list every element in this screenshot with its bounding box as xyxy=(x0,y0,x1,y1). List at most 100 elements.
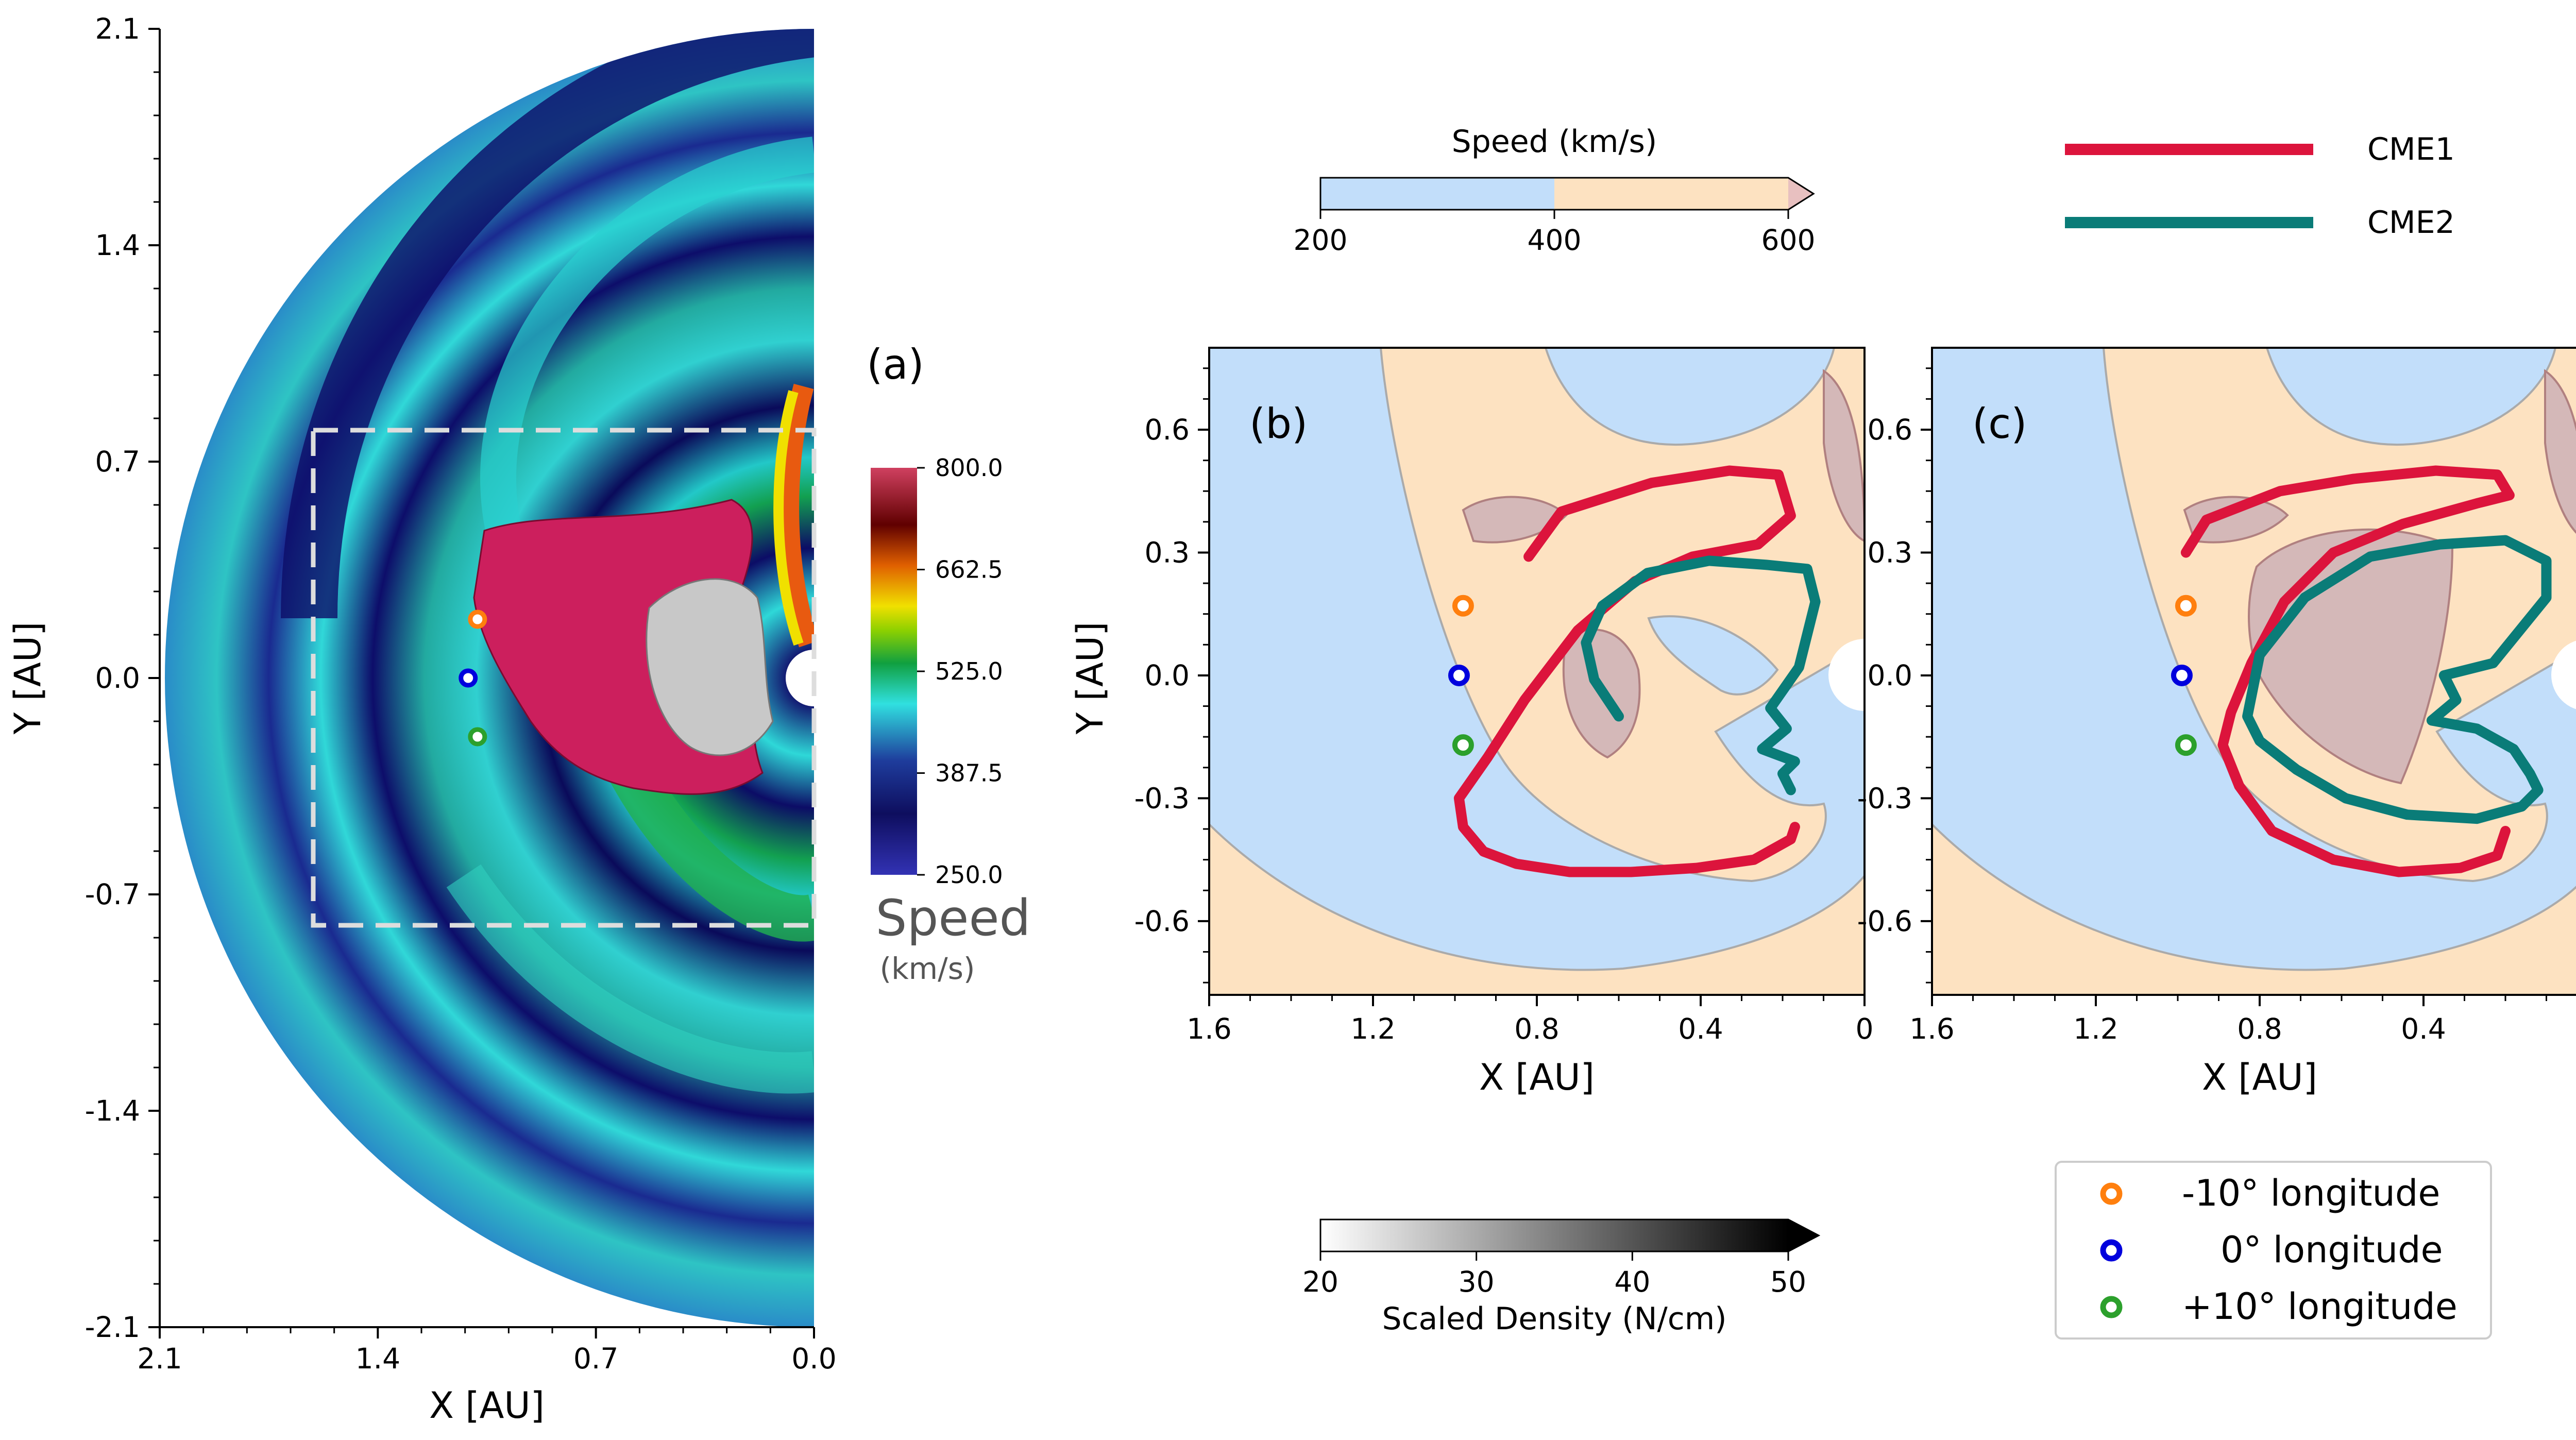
observers-b xyxy=(1448,595,1474,756)
cme-contours-c xyxy=(2180,465,2552,877)
longitude-legend: -10° longitude 0° longitude +10° longitu… xyxy=(2055,1161,2492,1340)
x-tick-label: 1.2 xyxy=(1350,1012,1395,1045)
density-bar-tick-label: 30 xyxy=(1459,1265,1495,1298)
axis-title-y-b: Y [AU] xyxy=(1069,622,1111,735)
x-tick-label: 0.4 xyxy=(1678,1012,1723,1045)
y-tick-label: 0.0 xyxy=(1868,659,1912,692)
y-tick-label-a: -0.7 xyxy=(85,878,140,911)
y-tick-label: 0.0 xyxy=(1145,659,1190,692)
observer-marker xyxy=(459,668,478,688)
y-tick-label: 0.3 xyxy=(1145,536,1190,569)
observer-marker xyxy=(2171,664,2193,686)
density-bar-tick-label: 20 xyxy=(1302,1265,1338,1298)
cme2-contour xyxy=(2242,535,2552,824)
observer-marker xyxy=(1452,595,1474,617)
observers-a xyxy=(459,609,487,747)
ticks-c: 1.6 1.2 0.8 0.4 0 0.6 0.3 0.0 -0.3 -0.6 xyxy=(1857,367,2547,1045)
legend-label-plus10: +10° longitude xyxy=(2182,1285,2458,1328)
x-tick-label: 0.8 xyxy=(1514,1012,1559,1045)
speed-bar-slow xyxy=(1320,178,1554,210)
x-tick-label: 0.8 xyxy=(2237,1012,2282,1045)
cme-legend: CME1 CME2 xyxy=(2065,131,2455,241)
ticks-b: 1.6 1.2 0.8 0.4 0 0.6 0.3 0.0 -0.3 -0.6 xyxy=(1134,367,1874,1045)
observer-marker xyxy=(468,609,487,629)
density-bar-tick-label: 50 xyxy=(1770,1265,1806,1298)
observer-marker xyxy=(468,727,487,747)
legend-marker-plus10 xyxy=(2100,1296,2123,1318)
panel-label-b: (b) xyxy=(1249,400,1308,448)
panel-c: 1.6 1.2 0.8 0.4 0 0.6 0.3 0.0 -0.3 -0.6 (c) X [AU… xyxy=(1857,347,2576,1098)
colorbar-a-ticks: 800.0 662.5 525.0 387.5 250.0 xyxy=(917,454,1003,889)
cme1-contour xyxy=(2180,465,2515,877)
speed-bar-tick: 600 xyxy=(1761,224,1816,257)
axis-title-y-a: Y [AU] xyxy=(7,622,49,735)
x-tick-label: 0.4 xyxy=(2401,1012,2446,1045)
x-tick-label: 0 xyxy=(1856,1012,1874,1045)
x-tick-label-a: 0.0 xyxy=(791,1342,836,1375)
axis-title-x-b: X [AU] xyxy=(1479,1056,1595,1098)
legend-label-0: 0° longitude xyxy=(2221,1229,2443,1271)
colorbar-a-tick-label: 387.5 xyxy=(935,759,1003,787)
cme-inner-surface xyxy=(646,578,774,756)
legend-label-minus10: -10° longitude xyxy=(2182,1172,2440,1214)
density-bar-extend xyxy=(1788,1219,1819,1251)
x-tick-label: 1.2 xyxy=(2073,1012,2118,1045)
observer-marker xyxy=(1448,664,1470,686)
colorbar-a-tick-label: 250.0 xyxy=(935,861,1003,889)
legend-marker-0 xyxy=(2100,1239,2123,1262)
y-tick-label: 0.6 xyxy=(1868,413,1912,446)
density-legend-bar: 20 30 40 50 Scaled Density (N/cm) xyxy=(1302,1218,1821,1337)
solar-wind-streams xyxy=(281,29,814,1094)
speed-bar-fast xyxy=(1554,178,1788,210)
legend-marker-minus10 xyxy=(2100,1182,2123,1205)
y-tick-label: -0.6 xyxy=(1134,905,1190,938)
y-tick-label-a: 1.4 xyxy=(95,229,140,262)
speed-colorbar-a xyxy=(871,468,917,875)
y-tick-label: -0.3 xyxy=(1134,782,1190,815)
panel-a: 2.1 1.4 0.7 0.0 2.1 1.4 0.7 0.0 -0.7 -1.4 -2.1 X [… xyxy=(7,12,1030,1427)
y-tick-label: -0.6 xyxy=(1857,905,1912,938)
x-tick-label-a: 2.1 xyxy=(137,1342,182,1375)
longitude-legend-box xyxy=(2055,1161,2492,1340)
fast-wind-regions-b xyxy=(1209,348,1865,995)
zoom-box xyxy=(311,428,817,928)
colorbar-a-unit: (km/s) xyxy=(879,951,975,986)
speed-bar-extend xyxy=(1788,178,1814,210)
y-tick-label: -0.3 xyxy=(1857,782,1912,815)
observer-marker xyxy=(1452,734,1474,756)
axis-title-x-c: X [AU] xyxy=(2202,1056,2317,1098)
speed-bar-tick: 400 xyxy=(1528,224,1582,257)
cme2-legend-label: CME2 xyxy=(2367,205,2455,241)
colorbar-a-title: Speed xyxy=(876,889,1031,947)
panel-label-a: (a) xyxy=(867,341,924,388)
observer-marker xyxy=(2175,734,2197,756)
cme1-contour xyxy=(1453,465,1800,877)
panel-label-c: (c) xyxy=(1972,400,2027,448)
y-tick-label-a: 0.0 xyxy=(95,662,140,694)
observer-marker xyxy=(2175,595,2197,617)
y-tick-label-a: -1.4 xyxy=(85,1094,140,1127)
colorbar-a-tick-label: 800.0 xyxy=(935,454,1003,482)
density-bar xyxy=(1320,1219,1788,1251)
panel-b: 1.6 1.2 0.8 0.4 0 0.6 0.3 0.0 -0.3 -0.6 (b) X [AU… xyxy=(1069,347,1874,1098)
cme2-contour xyxy=(1581,555,1821,795)
x-tick-label: 1.6 xyxy=(1909,1012,1954,1045)
colorbar-a-tick-label: 662.5 xyxy=(935,556,1003,584)
density-bar-title: Scaled Density (N/cm) xyxy=(1382,1301,1726,1337)
y-tick-label: 0.3 xyxy=(1868,536,1912,569)
observers-c xyxy=(2171,595,2197,756)
colorbar-a-tick-label: 525.0 xyxy=(935,657,1003,685)
speed-field xyxy=(165,29,814,1327)
cme1-legend-label: CME1 xyxy=(2367,131,2455,167)
x-tick-label-a: 0.7 xyxy=(573,1342,618,1375)
y-tick-label-a: -2.1 xyxy=(85,1311,140,1344)
speed-bar-title: Speed (km/s) xyxy=(1452,124,1657,160)
density-bar-tick-label: 40 xyxy=(1614,1265,1650,1298)
speed-legend-bar: Speed (km/s) 200 400 600 xyxy=(1294,124,1816,257)
axes-a: 2.1 1.4 0.7 0.0 2.1 1.4 0.7 0.0 -0.7 -1.4 -2.1 xyxy=(85,12,837,1375)
y-tick-label: 0.6 xyxy=(1145,413,1190,446)
density-bar-ticks: 20 30 40 50 xyxy=(1302,1251,1806,1298)
axis-title-x-a: X [AU] xyxy=(429,1384,545,1427)
x-tick-label: 1.6 xyxy=(1187,1012,1231,1045)
